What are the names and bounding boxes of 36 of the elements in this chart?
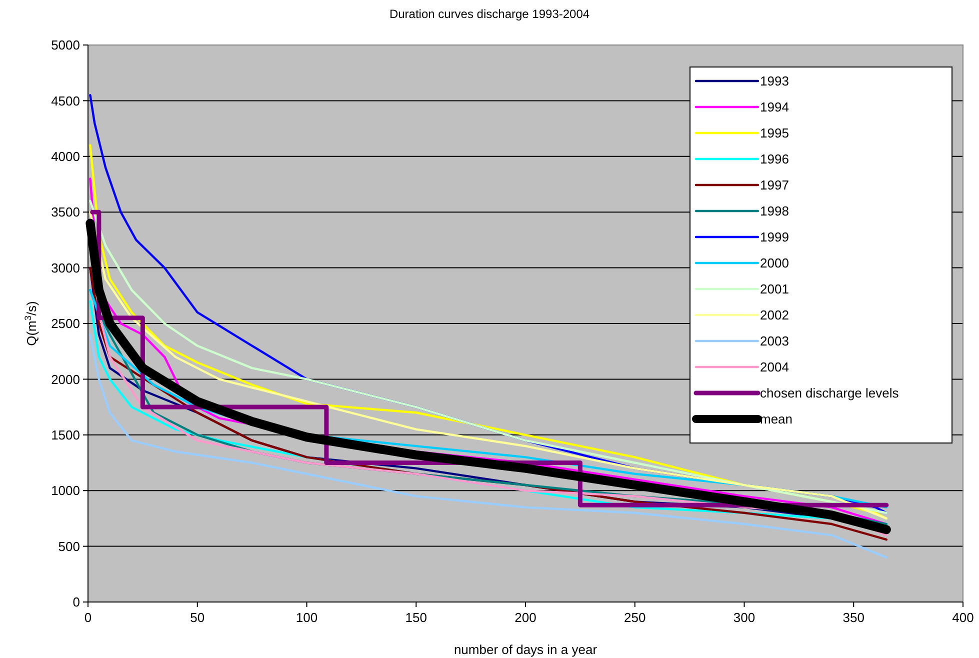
legend-label: 1994: [760, 100, 789, 115]
legend-label: 1997: [760, 178, 789, 193]
x-tick-label: 100: [296, 610, 318, 625]
y-tick-label: 1000: [51, 483, 80, 498]
x-tick-label: 200: [514, 610, 536, 625]
y-tick-label: 2000: [51, 372, 80, 387]
y-tick-label: 4500: [51, 93, 80, 108]
x-tick-label: 300: [733, 610, 756, 625]
legend-label: 2000: [760, 256, 789, 271]
y-tick-label: 500: [58, 538, 80, 554]
x-tick-label: 150: [405, 610, 427, 625]
legend-label: 1993: [760, 74, 789, 89]
x-axis-title: number of days in a year: [454, 642, 598, 657]
y-tick-label: 4000: [51, 148, 80, 164]
legend-label: 1996: [760, 152, 789, 167]
x-tick-label: 0: [84, 610, 92, 625]
x-tick-label: 250: [624, 610, 646, 625]
legend-label: chosen discharge levels: [760, 386, 900, 401]
y-tick-label: 0: [72, 594, 80, 610]
x-tick-label: 350: [842, 610, 864, 625]
y-tick-label: 5000: [51, 38, 80, 53]
legend-label: 1995: [760, 126, 789, 141]
chart-title: Duration curves discharge 1993-2004: [389, 7, 590, 21]
y-tick-label: 1500: [51, 427, 80, 442]
legend-label: 2003: [760, 334, 789, 349]
y-tick-label: 2500: [51, 316, 80, 332]
x-tick-label: 400: [952, 610, 974, 625]
y-tick-label: 3000: [51, 260, 80, 276]
legend-label: 2002: [760, 308, 789, 323]
legend-label: 1999: [760, 230, 789, 245]
x-tick-label: 50: [190, 610, 205, 625]
y-tick-label: 3500: [51, 204, 80, 220]
legend-label: mean: [760, 412, 793, 427]
legend-label: 1998: [760, 204, 789, 219]
legend-label: 2004: [760, 360, 789, 375]
legend-label: 2001: [760, 282, 789, 297]
